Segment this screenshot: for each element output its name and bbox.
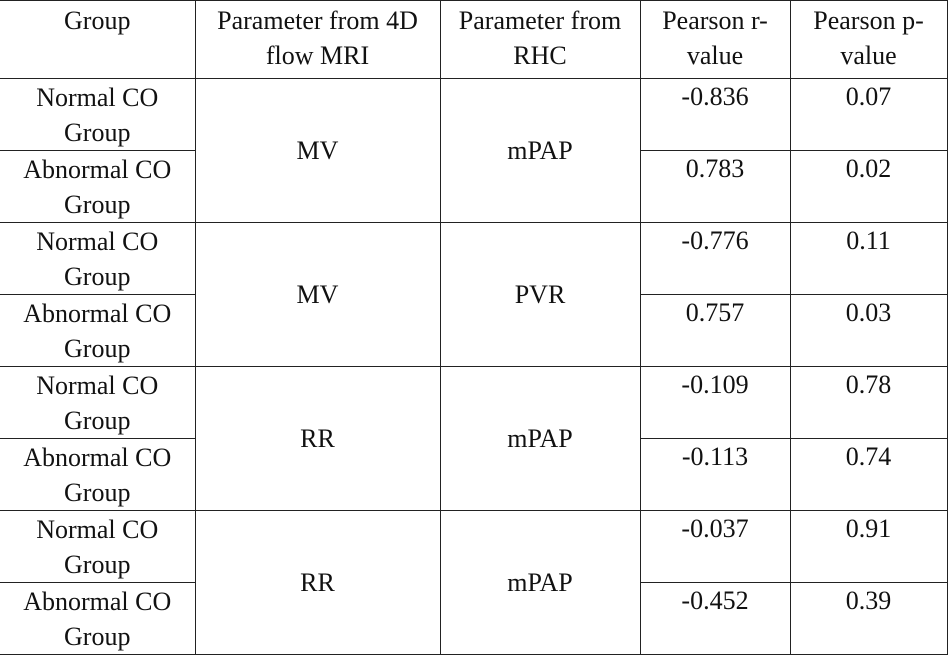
r-value-cell: -0.776 — [639, 222, 791, 295]
r-value-cell: -0.452 — [639, 582, 791, 655]
r-value-cell: -0.109 — [639, 366, 791, 439]
mri-parameter-cell: RR — [194, 366, 441, 511]
rhc-parameter-cell: mPAP — [439, 366, 641, 511]
r-value-cell: -0.113 — [639, 438, 791, 511]
table-row: Normal CO Group MV mPAP -0.836 0.07 — [0, 78, 948, 223]
p-value-cell: 0.07 — [789, 78, 948, 151]
p-value-cell: 0.11 — [789, 222, 948, 295]
table-body: Normal CO Group MV mPAP -0.836 0.07 Abnormal … — [0, 78, 948, 655]
table-row: Normal CO Group MV PVR -0.776 0.11 — [0, 222, 948, 367]
r-value-cell: 0.783 — [639, 150, 791, 223]
p-value-cell: 0.74 — [789, 438, 948, 511]
table-row: Abnormal CO Group 0.757 0.03 — [0, 294, 948, 367]
header-cell: Group — [0, 0, 196, 79]
mri-parameter-cell: MV — [194, 78, 441, 223]
header-cell: Parameter from 4D flow MRI — [194, 0, 441, 79]
header-cell: Pearson r-value — [639, 0, 791, 79]
group-cell: Normal CO Group — [0, 510, 196, 583]
rhc-parameter-cell: PVR — [439, 222, 641, 367]
group-cell: Abnormal CO Group — [0, 438, 196, 511]
mri-parameter-cell: MV — [194, 222, 441, 367]
group-cell: Normal CO Group — [0, 222, 196, 295]
table-header: Group Parameter from 4D flow MRI Parameter… — [0, 0, 948, 79]
p-value-cell: 0.91 — [789, 510, 948, 583]
r-value-cell: -0.836 — [639, 78, 791, 151]
table-row: Abnormal CO Group -0.452 0.39 — [0, 582, 948, 655]
header-row: Group Parameter from 4D flow MRI Parameter… — [0, 0, 948, 79]
p-value-cell: 0.03 — [789, 294, 948, 367]
table-row: Normal CO Group RR mPAP -0.109 0.78 — [0, 366, 948, 511]
group-cell: Abnormal CO Group — [0, 294, 196, 367]
p-value-cell: 0.78 — [789, 366, 948, 439]
p-value-cell: 0.02 — [789, 150, 948, 223]
header-cell: Pearson p-value — [789, 0, 948, 79]
rhc-parameter-cell: mPAP — [439, 78, 641, 223]
group-cell: Normal CO Group — [0, 78, 196, 151]
group-cell: Abnormal CO Group — [0, 150, 196, 223]
table-row: Normal CO Group RR mPAP -0.037 0.91 — [0, 510, 948, 655]
rhc-parameter-cell: mPAP — [439, 510, 641, 655]
r-value-cell: 0.757 — [639, 294, 791, 367]
group-cell: Normal CO Group — [0, 366, 196, 439]
table-row: Abnormal CO Group 0.783 0.02 — [0, 150, 948, 223]
r-value-cell: -0.037 — [639, 510, 791, 583]
mri-parameter-cell: RR — [194, 510, 441, 655]
header-cell: Parameter from RHC — [439, 0, 641, 79]
p-value-cell: 0.39 — [789, 582, 948, 655]
group-cell: Abnormal CO Group — [0, 582, 196, 655]
